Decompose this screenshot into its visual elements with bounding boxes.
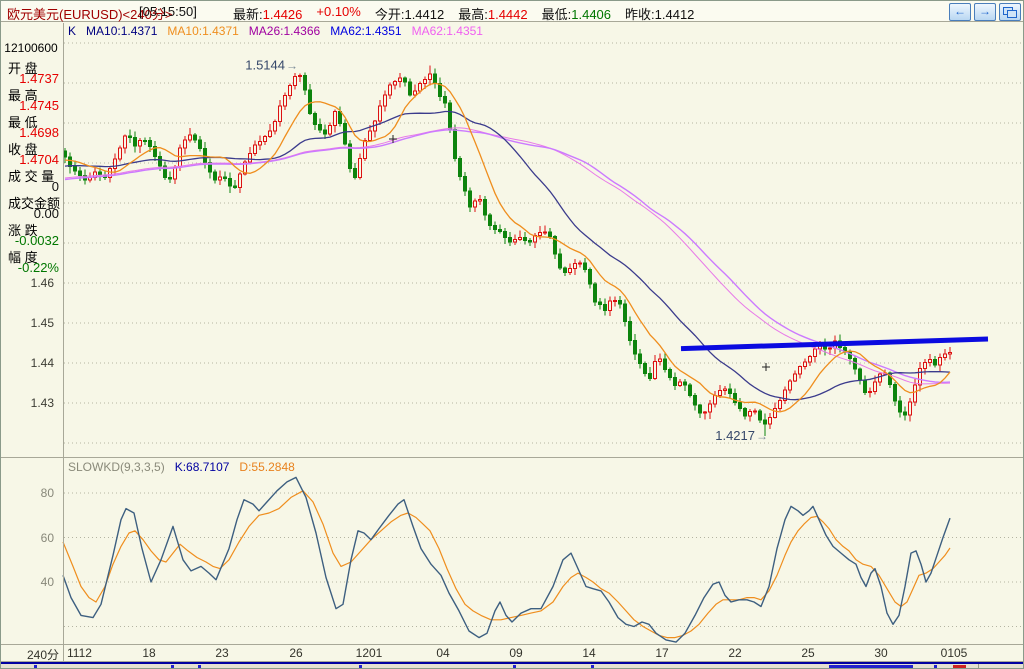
taskbar-mark (591, 665, 594, 668)
sidebar-field-label: 最 低 (8, 115, 38, 130)
sidebar-field-value: -0.0032 (14, 233, 59, 248)
selected-bar-id: 12100600 (4, 41, 58, 55)
annotation-text: 1.5144 (245, 57, 285, 72)
date-tick: 23 (215, 646, 229, 660)
price-axis-label: 1.45 (30, 316, 54, 330)
back-button[interactable]: ← (949, 3, 971, 21)
kd-axis-label: 40 (40, 575, 54, 589)
sidebar-field-value: -0.22% (17, 260, 59, 275)
kd-k-value: K:68.7107 (174, 460, 230, 474)
taskbar-mark (171, 665, 174, 668)
quote-field: 昨收:1.4412 (625, 7, 695, 22)
cascade-windows-button[interactable] (999, 3, 1021, 21)
ma-lines (64, 82, 951, 413)
k-line (62, 476, 951, 643)
quote-time: [05:15:50] (139, 4, 197, 19)
quote-field: +0.10% (316, 4, 361, 19)
sidebar-field-label: 开 盘 (8, 61, 38, 76)
date-axis: 240分 1112 18 23 26 1201 04 09 14 17 22 25 30 0105 (1, 645, 1023, 662)
price-axis-label: 1.44 (30, 356, 54, 370)
candles-layer (63, 65, 952, 437)
date-tick: 0105 (940, 646, 968, 660)
kd-indicator-name: SLOWKD(9,3,3,5) (68, 460, 165, 474)
annotation-arrow-icon: → (286, 58, 298, 72)
trend-line[interactable] (680, 336, 989, 352)
taskbar-mark (198, 665, 201, 668)
quote-topbar: 欧元美元(EURUSD)<240分> [05:15:50] 最新:1.4426 +… (1, 1, 1023, 23)
ma-legend-item: MA62:1.4351 (330, 24, 402, 38)
ma-legend-item: MA10:1.4371 (86, 24, 158, 38)
axis-bottom-border (1, 661, 1023, 662)
ma-legend: K MA10:1.4371 MA10:1.4371 MA26:1.4366 MA62:1… (68, 24, 483, 38)
ma-legend-item: MA26:1.4366 (248, 24, 321, 38)
date-tick: 25 (801, 646, 815, 660)
sidebar-field-value: 1.4704 (19, 152, 59, 167)
ma-legend-item: MA62:1.4351 (411, 24, 483, 38)
sidebar-field-value: 1.4745 (19, 98, 59, 113)
sidebar-field-label: 成 交 量 (8, 169, 55, 184)
taskbar-top-edge (1, 662, 1023, 664)
sidebar-field-label: 收 盘 (8, 142, 38, 157)
date-tick: 30 (874, 646, 888, 660)
sidebar-field-value: 1.4737 (19, 71, 59, 86)
date-tick: 1112 (67, 646, 92, 660)
panel-divider-kd (1, 457, 1023, 458)
ma-legend-item: K (68, 24, 77, 38)
sidebar-field-label: 成交金额 (8, 196, 61, 211)
taskbar-mark (359, 665, 362, 668)
taskbar-mark (513, 665, 516, 668)
date-tick: 09 (509, 646, 523, 660)
ma-10-line (64, 82, 951, 413)
date-tick: 17 (655, 646, 669, 660)
date-tick: 04 (436, 646, 450, 660)
taskbar-divider (978, 664, 979, 668)
quote-fields: 最新:1.4426 +0.10% 今开:1.4412 最高:1.4442 最低:1.44… (233, 4, 694, 23)
quote-field: 最新:1.4426 (233, 7, 303, 22)
date-tick: 1201 (355, 646, 383, 660)
panel-divider-axis (1, 644, 1023, 645)
sidebar-field-value: 0 (51, 179, 59, 194)
kd-axis-label: 60 (40, 530, 54, 545)
quote-field: 最高:1.4442 (458, 7, 528, 22)
taskbar-mark (934, 665, 937, 668)
date-tick: 22 (728, 646, 742, 660)
cross-markers (389, 135, 770, 371)
ma-legend-item: MA10:1.4371 (167, 24, 239, 38)
grid-lines (64, 42, 1023, 627)
period-label: 240分 (26, 648, 59, 662)
sidebar-field-value: 0.00 (33, 206, 59, 221)
kd-lines (62, 476, 951, 643)
forward-button[interactable]: → (974, 3, 996, 21)
price-axis-label: 1.46 (30, 276, 54, 290)
sidebar-field-label: 涨 跌 (8, 223, 38, 238)
taskbar-red-mark (953, 665, 966, 668)
kd-indicator-header: SLOWKD(9,3,3,5) K:68.7107 D:55.2848 (68, 460, 295, 474)
taskbar-mark (34, 665, 37, 668)
symbol-title: 欧元美元(EURUSD)<240分> (7, 7, 173, 22)
quote-field: 最低:1.4406 (541, 7, 612, 22)
sidebar-chart-divider (63, 23, 64, 661)
date-tick: 14 (582, 646, 596, 660)
price-annotations: 1.5144 →1.4217 → (245, 57, 768, 443)
bottom-taskbar-sliver (1, 662, 1023, 668)
ma-62-line (64, 129, 951, 383)
date-tick: 26 (289, 646, 303, 660)
kd-d-value: D:55.2848 (239, 460, 295, 474)
annotation-arrow-icon: → (756, 429, 768, 443)
sidebar-field-label: 幅 度 (8, 250, 38, 265)
price-axis-label: 1.43 (30, 396, 54, 410)
nav-buttons: ← → (949, 3, 1021, 21)
quote-field: 今开:1.4412 (374, 7, 445, 22)
taskbar-active-item (829, 665, 913, 668)
ma-26-line (64, 110, 951, 401)
sidebar-field-value: 1.4698 (19, 125, 59, 140)
d-line (62, 490, 951, 639)
date-tick: 18 (142, 646, 156, 660)
sidebar-field-label: 最 高 (8, 88, 38, 103)
kd-axis-label: 80 (40, 486, 54, 500)
annotation-text: 1.4217 (715, 428, 755, 443)
